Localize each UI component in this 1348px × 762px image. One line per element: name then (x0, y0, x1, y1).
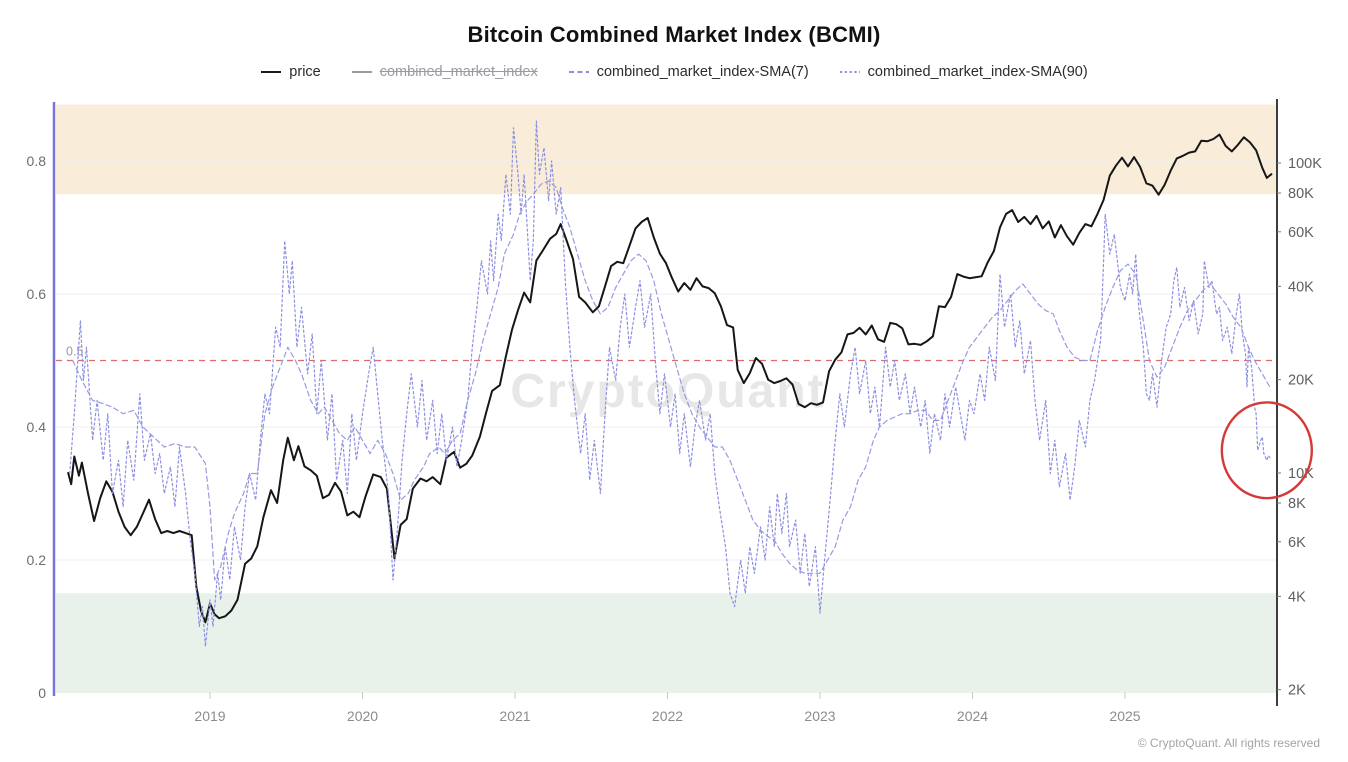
y-left-tick-label: 0.8 (27, 153, 47, 169)
x-tick-label: 2023 (804, 708, 835, 724)
y-left-tick-label: 0.4 (27, 419, 47, 435)
sma7-line (69, 120, 1271, 648)
y-left-tick-label: 0.2 (27, 552, 47, 568)
legend-marker-icon (839, 71, 860, 73)
x-tick-label: 2022 (652, 708, 683, 724)
x-tick-label: 2020 (347, 708, 378, 724)
legend-label: combined_market_index-SMA(90) (867, 64, 1088, 80)
legend-item-combined-market-index-sma-90-[interactable]: combined_market_index-SMA(90) (839, 64, 1088, 80)
legend-marker-icon (261, 71, 282, 73)
page-title: Bitcoin Combined Market Index (BCMI) (467, 22, 881, 47)
y-right-tick-label: 2K (1288, 683, 1306, 699)
y-left-tick-label: 0 (38, 685, 46, 701)
price-line (67, 133, 1273, 624)
threshold-label: 0.5 (66, 345, 83, 359)
legend-label: price (289, 64, 321, 80)
sma90-line (72, 180, 1271, 581)
y-left-tick-label: 0.6 (27, 286, 47, 302)
y-right-tick-label: 20K (1288, 373, 1314, 389)
x-tick-label: 2019 (194, 708, 225, 724)
legend-label: combined_market_index-SMA(7) (596, 64, 809, 80)
annotation-circle (1220, 401, 1314, 500)
legend-item-combined-market-index-sma-7-[interactable]: combined_market_index-SMA(7) (568, 64, 809, 80)
y-right-tick-label: 100K (1288, 156, 1322, 172)
copyright-footer: © CryptoQuant. All rights reserved (1137, 736, 1320, 750)
overbought-band (56, 104, 1277, 195)
legend-label: combined_market_index (379, 64, 538, 80)
y-right-tick-label: 60K (1288, 225, 1314, 241)
legend-item-combined-market-index[interactable]: combined_market_index (351, 64, 538, 80)
legend-marker-icon (351, 71, 372, 73)
legend-item-price[interactable]: price (260, 64, 321, 80)
y-right-tick-label: 80K (1288, 186, 1314, 202)
legend-marker-icon (568, 71, 589, 73)
x-tick-label: 2021 (499, 708, 530, 724)
x-tick-label: 2025 (1109, 708, 1140, 724)
y-right-tick-label: 8K (1288, 496, 1306, 512)
y-right-tick-label: 4K (1288, 589, 1306, 605)
y-right-tick-label: 6K (1288, 535, 1306, 551)
oversold-band (56, 593, 1277, 693)
y-right-tick-label: 40K (1288, 279, 1314, 295)
x-tick-label: 2024 (957, 708, 988, 724)
legend: price combined_market_index combined_marke… (0, 64, 1348, 80)
